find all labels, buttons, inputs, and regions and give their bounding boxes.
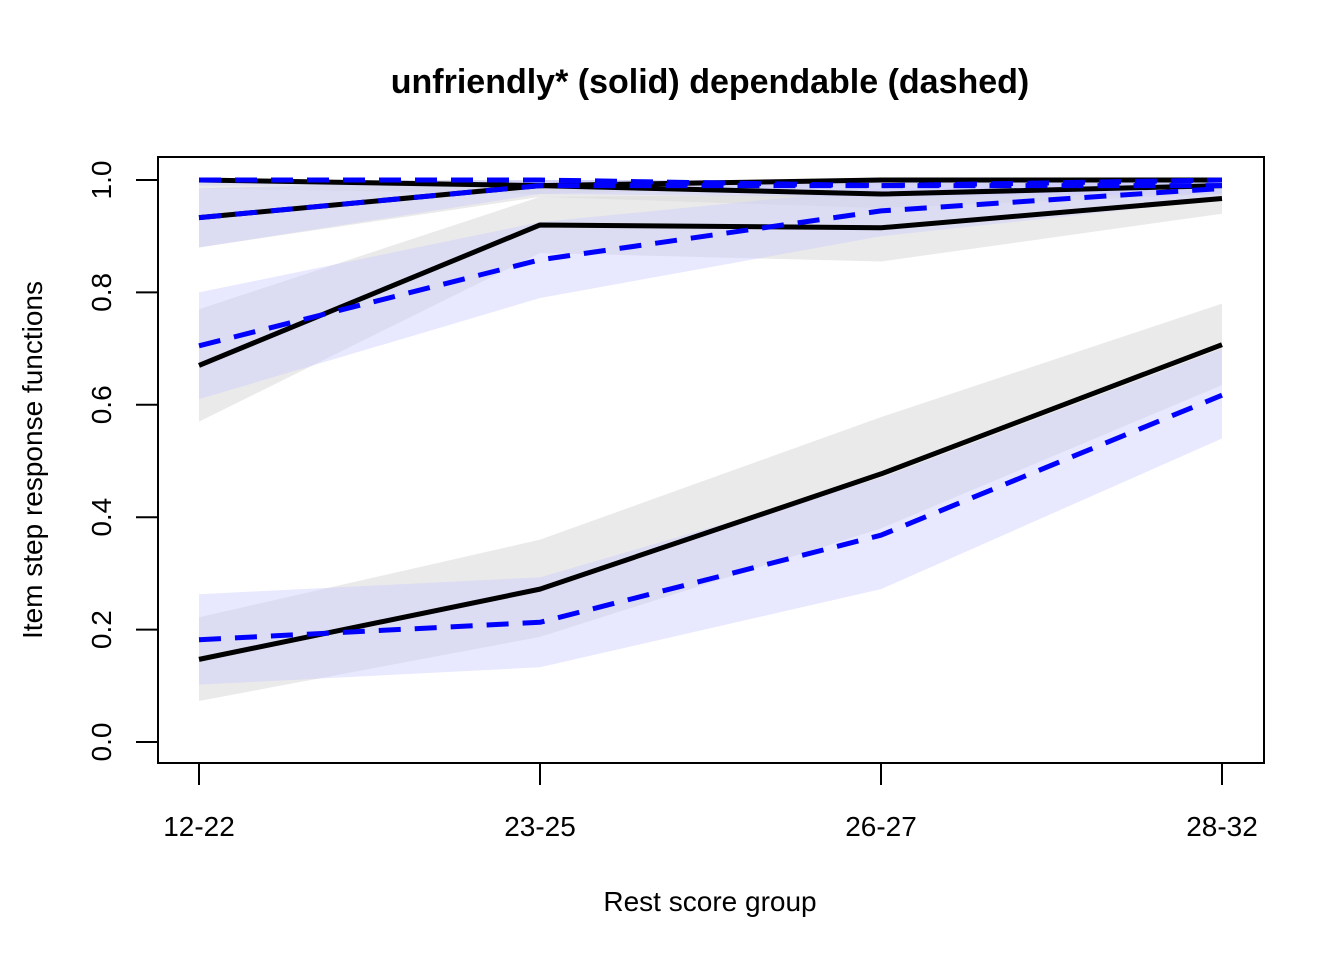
x-axis-label: Rest score group	[603, 886, 816, 917]
confidence-bands	[199, 180, 1222, 701]
chart-title: unfriendly* (solid) dependable (dashed)	[391, 63, 1030, 101]
y-axis: 0.0 0.2 0.4 0.6 0.8 1.0	[86, 161, 159, 762]
series-lines	[198, 177, 1223, 662]
x-tick-label: 28-32	[1186, 811, 1258, 842]
dependable-step-3-line	[198, 185, 1223, 349]
y-tick-label: 0.6	[86, 385, 117, 424]
x-tick-label: 23-25	[504, 811, 576, 842]
dependable-step-3-band	[199, 180, 1222, 400]
unfriendly-step-3-line	[198, 196, 1223, 368]
dependable-step-4-band	[199, 348, 1222, 685]
y-tick-label: 0.8	[86, 273, 117, 312]
dependable-step-4-line	[198, 392, 1223, 643]
dependable-step-2-band	[199, 180, 1222, 248]
dependable-step-2-line	[198, 183, 1222, 221]
y-tick-label: 0.2	[86, 610, 117, 649]
x-tick-label: 26-27	[845, 811, 917, 842]
unfriendly-step-4-line	[198, 342, 1223, 662]
y-axis-label: Item step response functions	[17, 281, 48, 639]
unfriendly-step-4-band	[199, 303, 1222, 701]
y-tick-label: 0.0	[86, 723, 117, 762]
unfriendly-step-2-line	[198, 183, 1223, 221]
x-tick-label: 12-22	[163, 811, 235, 842]
y-tick-label: 1.0	[86, 161, 117, 200]
x-axis: 12-22 23-25 26-27 28-32	[163, 762, 1258, 842]
y-tick-label: 0.4	[86, 498, 117, 537]
unfriendly-step-3-band	[199, 185, 1222, 422]
dependable-step-1-line	[199, 177, 1223, 189]
